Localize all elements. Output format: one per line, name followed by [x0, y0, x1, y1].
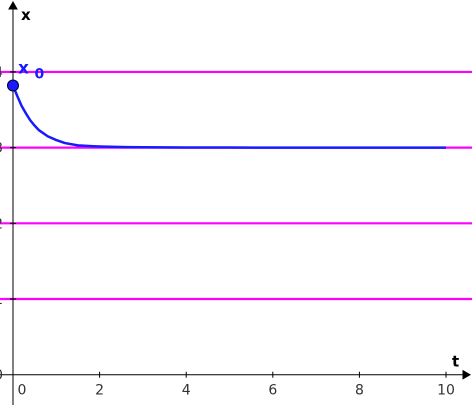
x-axis-label: t: [452, 353, 459, 371]
y-tick-label-2: 2: [0, 216, 3, 232]
y-tick-label-3: 3: [0, 141, 3, 157]
x-tick-label-0: 0: [18, 383, 27, 399]
series-group: [11, 85, 447, 149]
x-tick-label-10: 10: [437, 383, 455, 399]
initial-point-label: x 0: [18, 59, 45, 83]
initial-point-label-subscript: 0: [35, 67, 45, 83]
y-tick-label-0: 0: [0, 368, 3, 384]
y-axis-arrowhead: [8, 0, 18, 10]
y-tick-label-1: 1: [0, 292, 3, 308]
initial-point-label-main: x: [18, 59, 29, 79]
x-tick-label-6: 6: [268, 383, 277, 399]
x-tick-label-2: 2: [95, 383, 104, 399]
y-tick-label-4: 4: [0, 65, 3, 81]
x-tick-label-8: 8: [355, 383, 364, 399]
x-ticks: 0 2 4 6 8 10: [12, 371, 455, 399]
horizontal-reference-lines: [0, 70, 472, 301]
y-axis-label: x: [21, 6, 31, 24]
x-tick-label-4: 4: [182, 383, 191, 399]
initial-point: [6, 79, 19, 92]
series-line-0: [11, 85, 447, 149]
x-axis-arrowhead: [462, 369, 472, 380]
y-ticks: 0 1 2 3 4: [0, 65, 16, 384]
